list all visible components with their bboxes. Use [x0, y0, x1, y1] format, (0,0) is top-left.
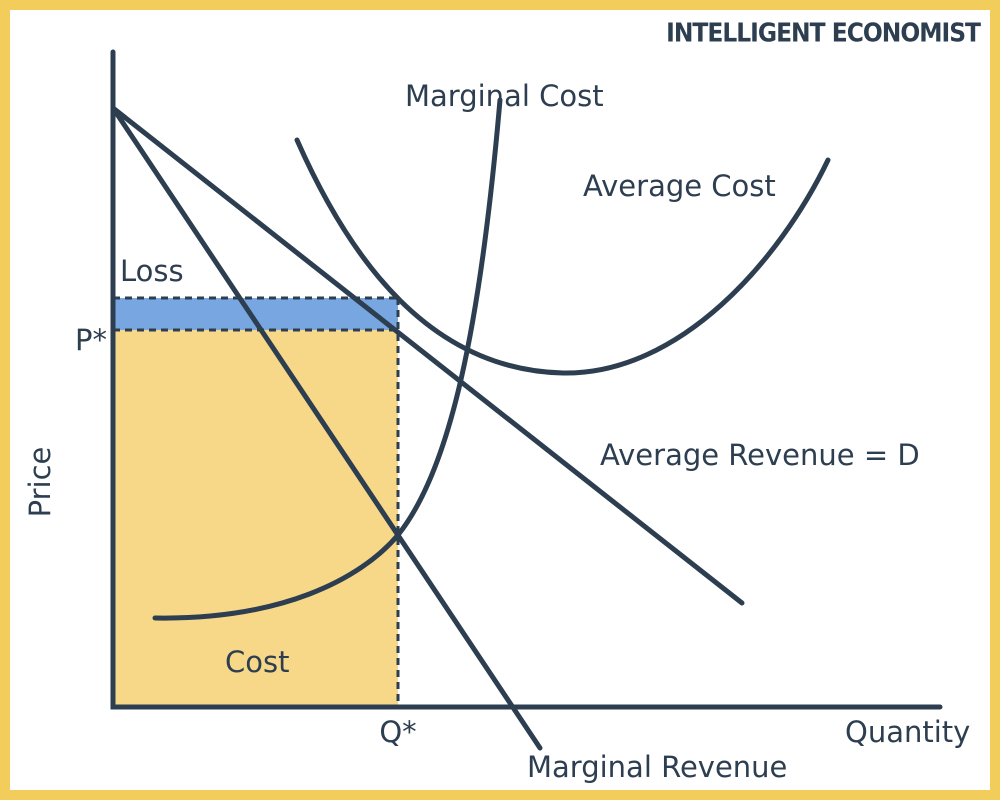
average-revenue-curve	[110, 105, 745, 606]
marginal-revenue-curve	[110, 105, 543, 751]
x-axis-label: Quantity	[845, 715, 970, 749]
cost-area	[113, 330, 398, 707]
curve-label: Average Revenue = D	[600, 438, 920, 472]
region-label: Cost	[225, 645, 289, 679]
axes	[110, 49, 943, 710]
curve-label: Average Cost	[583, 169, 776, 203]
y-axis-label: Price	[23, 447, 57, 518]
price-mark: P*	[75, 323, 107, 357]
guide-lines	[113, 296, 400, 707]
region-label: Loss	[120, 254, 184, 288]
curve-label: Marginal Cost	[405, 79, 604, 113]
brand: INTELLIGENT ECONOMIST	[666, 19, 981, 49]
curve-label: Marginal Revenue	[527, 750, 787, 784]
quantity-mark: Q*	[379, 715, 416, 749]
average-cost-curve	[294, 137, 831, 376]
marginal-cost-curve	[152, 97, 503, 621]
